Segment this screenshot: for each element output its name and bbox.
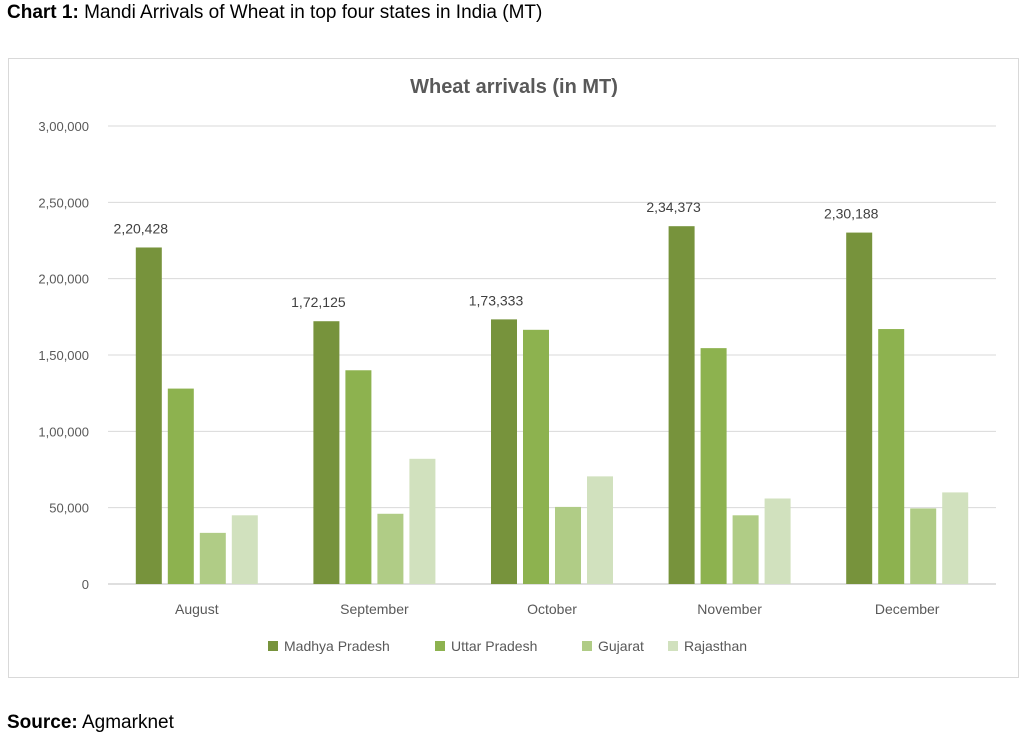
x-tick-label: August	[175, 601, 219, 617]
y-tick-label: 0	[82, 577, 89, 592]
y-tick-label: 1,50,000	[38, 348, 89, 363]
x-tick-label: November	[697, 601, 762, 617]
bar-madhya-pradesh	[491, 319, 517, 584]
bar-uttar-pradesh	[167, 388, 194, 584]
data-label: 2,34,373	[646, 199, 701, 215]
bar-madhya-pradesh	[313, 321, 340, 584]
data-label: 1,72,125	[291, 294, 346, 310]
bar-rajasthan	[409, 458, 436, 584]
x-tick-label: September	[340, 601, 409, 617]
data-label: 2,30,188	[824, 206, 879, 222]
bar-rajasthan	[764, 498, 791, 584]
bar-madhya-pradesh	[846, 232, 873, 584]
bar-madhya-pradesh	[668, 226, 695, 584]
bar-gujarat	[910, 508, 937, 584]
legend-swatch-uttar-pradesh	[435, 641, 445, 651]
chart-caption: Chart 1: Mandi Arrivals of Wheat in top …	[7, 0, 542, 26]
chart-title: Wheat arrivals (in MT)	[410, 76, 618, 98]
source-note: Source: Agmarknet	[7, 710, 174, 736]
legend-label: Rajasthan	[684, 638, 747, 654]
bar-uttar-pradesh	[345, 370, 372, 584]
wheat-arrivals-chart: Wheat arrivals (in MT) 0 50,000 1,00,000 1,5…	[38, 76, 996, 654]
data-label: 1,73,333	[469, 292, 524, 308]
caption-text: Mandi Arrivals of Wheat in top four stat…	[84, 2, 543, 23]
legend-label: Madhya Pradesh	[284, 638, 390, 654]
legend-label: Uttar Pradesh	[451, 638, 537, 654]
bar-uttar-pradesh	[700, 348, 727, 584]
bar-uttar-pradesh	[523, 329, 549, 584]
bar-rajasthan	[942, 492, 969, 584]
bar-uttar-pradesh	[878, 329, 905, 584]
y-tick-label: 2,00,000	[38, 272, 89, 287]
bar-gujarat	[377, 513, 404, 584]
bar-rajasthan	[587, 476, 613, 584]
y-tick-label: 50,000	[49, 501, 89, 516]
source-prefix: Source:	[7, 712, 78, 733]
source-text: Agmarknet	[81, 712, 174, 733]
x-tick-label: December	[875, 601, 940, 617]
data-label: 2,20,428	[114, 220, 169, 236]
chart-area	[8, 58, 1019, 678]
bar-gujarat	[199, 532, 226, 584]
legend-label: Gujarat	[598, 638, 644, 654]
bar-madhya-pradesh	[135, 247, 162, 584]
legend-swatch-rajasthan	[668, 641, 678, 651]
legend-swatch-madhya-pradesh	[268, 641, 278, 651]
y-tick-label: 1,00,000	[38, 424, 89, 439]
y-tick-label: 3,00,000	[38, 119, 89, 134]
x-tick-label: October	[527, 601, 577, 617]
bar-rajasthan	[231, 515, 258, 584]
bar-gujarat	[732, 515, 759, 584]
bar-gujarat	[555, 506, 581, 584]
y-tick-label: 2,50,000	[38, 195, 89, 210]
legend-swatch-gujarat	[582, 641, 592, 651]
caption-prefix: Chart 1:	[7, 2, 79, 23]
